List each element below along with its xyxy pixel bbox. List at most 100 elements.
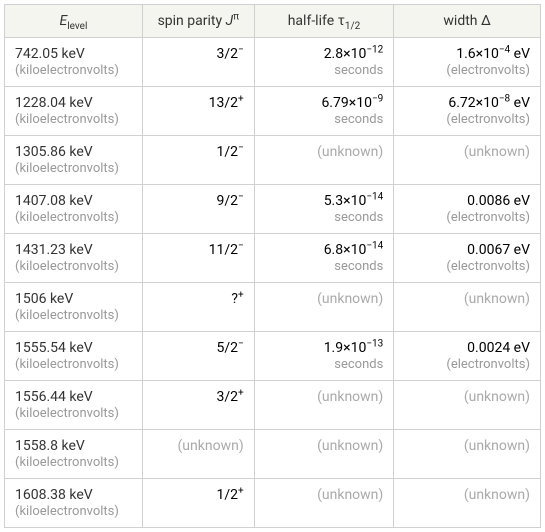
table-row: 1305.86 keV(kiloelectronvolts) 1/2− (unkno… [5,136,541,185]
halflife-value: (unknown) [317,389,383,405]
halflife-value: (unknown) [317,487,383,503]
cell-spin: 5/2− [142,332,254,381]
energy-value: 742.05 keV [15,46,85,62]
energy-unit: (kiloelectronvolts) [15,357,132,372]
cell-spin: 3/2− [142,38,254,87]
cell-spin: 9/2− [142,185,254,234]
energy-unit: (kiloelectronvolts) [15,455,132,470]
table-row: 1506 keV(kiloelectronvolts) ?+ (unknown) (u… [5,283,541,332]
halflife-value: (unknown) [317,438,383,454]
cell-width: (unknown) [394,479,541,528]
energy-value: 1556.44 keV [15,389,93,405]
spin-value: ?+ [231,291,243,307]
energy-unit: (kiloelectronvolts) [15,259,132,274]
energy-unit: (kiloelectronvolts) [15,504,132,519]
width-value: 0.0024 eV [467,340,530,356]
table-row: 1558.8 keV(kiloelectronvolts) (unknown) (u… [5,430,541,479]
table-row: 1608.38 keV(kiloelectronvolts) 1/2+ (unkno… [5,479,541,528]
halflife-unit: seconds [265,259,384,274]
spin-value: 11/2− [209,242,244,258]
width-value: 0.0067 eV [467,242,530,258]
cell-spin: (unknown) [142,430,254,479]
cell-energy: 1556.44 keV(kiloelectronvolts) [5,381,143,430]
cell-width: 0.0086 eV(electronvolts) [394,185,541,234]
cell-width: (unknown) [394,283,541,332]
spin-value: 5/2− [216,340,243,356]
width-unit: (electronvolts) [404,112,530,127]
cell-spin: 1/2+ [142,479,254,528]
cell-energy: 1506 keV(kiloelectronvolts) [5,283,143,332]
halflife-unit: seconds [265,210,384,225]
energy-unit: (kiloelectronvolts) [15,161,132,176]
table-row: 742.05 keV(kiloelectronvolts) 3/2− 2.8×10−… [5,38,541,87]
header-width: width Δ [394,5,541,38]
spin-value: 1/2+ [217,487,244,503]
cell-halflife: 6.79×10−9seconds [254,87,394,136]
table-row: 1407.08 keV(kiloelectronvolts) 9/2− 5.3×10… [5,185,541,234]
energy-value: 1305.86 keV [15,144,93,160]
table-row: 1555.54 keV(kiloelectronvolts) 5/2− 1.9×10… [5,332,541,381]
energy-value: 1558.8 keV [15,438,85,454]
width-value: (unknown) [464,389,530,405]
halflife-value: (unknown) [317,291,383,307]
cell-spin: 3/2+ [142,381,254,430]
cell-halflife: 6.8×10−14seconds [254,234,394,283]
energy-value: 1407.08 keV [15,193,93,209]
cell-energy: 742.05 keV(kiloelectronvolts) [5,38,143,87]
cell-spin: 1/2− [142,136,254,185]
cell-energy: 1558.8 keV(kiloelectronvolts) [5,430,143,479]
nuclear-levels-table: Elevel spin parity Jπ half-life τ1/2 wid… [4,4,541,528]
cell-halflife: (unknown) [254,136,394,185]
energy-value: 1555.54 keV [15,340,93,356]
halflife-value: (unknown) [317,144,383,160]
cell-energy: 1407.08 keV(kiloelectronvolts) [5,185,143,234]
halflife-unit: seconds [265,357,384,372]
width-value: (unknown) [464,144,530,160]
energy-value: 1228.04 keV [15,95,93,111]
width-value: (unknown) [464,291,530,307]
cell-halflife: (unknown) [254,283,394,332]
halflife-value: 5.3×10−14 [324,193,384,209]
table-row: 1556.44 keV(kiloelectronvolts)3/2+ (unkno… [5,381,541,430]
cell-spin: 11/2− [142,234,254,283]
spin-value: 1/2− [216,144,243,160]
cell-width: (unknown) [394,430,541,479]
table-body: 742.05 keV(kiloelectronvolts)3/2−2.8×10−… [5,38,541,528]
cell-halflife: (unknown) [254,430,394,479]
cell-halflife: (unknown) [254,479,394,528]
spin-value: (unknown) [178,438,244,454]
spin-value: 9/2− [216,193,243,209]
header-spin: spin parity Jπ [142,5,254,38]
energy-value: 1608.38 keV [15,487,93,503]
width-unit: (electronvolts) [404,210,530,225]
cell-halflife: 1.9×10−13seconds [254,332,394,381]
cell-halflife: 2.8×10−12seconds [254,38,394,87]
header-energy: Elevel [5,5,143,38]
cell-width: (unknown) [394,381,541,430]
cell-width: (unknown) [394,136,541,185]
energy-value: 1506 keV [15,291,73,307]
cell-energy: 1305.86 keV(kiloelectronvolts) [5,136,143,185]
energy-unit: (kiloelectronvolts) [15,308,132,323]
halflife-unit: seconds [265,63,384,78]
halflife-value: 6.79×10−9 [321,95,383,111]
cell-energy: 1431.23 keV(kiloelectronvolts) [5,234,143,283]
halflife-value: 6.8×10−14 [324,242,384,258]
cell-halflife: 5.3×10−14seconds [254,185,394,234]
table-row: 1431.23 keV(kiloelectronvolts) 11/2− 6.8×1… [5,234,541,283]
width-unit: (electronvolts) [404,357,530,372]
cell-halflife: (unknown) [254,381,394,430]
width-unit: (electronvolts) [404,63,530,78]
energy-unit: (kiloelectronvolts) [15,112,132,127]
header-halflife: half-life τ1/2 [254,5,394,38]
cell-energy: 1228.04 keV(kiloelectronvolts) [5,87,143,136]
cell-width: 6.72×10−8 eV(electronvolts) [394,87,541,136]
cell-width: 0.0024 eV(electronvolts) [394,332,541,381]
cell-energy: 1608.38 keV(kiloelectronvolts) [5,479,143,528]
width-value: 0.0086 eV [467,193,530,209]
width-value: (unknown) [464,438,530,454]
spin-value: 3/2− [216,46,243,62]
energy-value: 1431.23 keV [15,242,93,258]
width-value: 6.72×10−8 eV [448,95,530,111]
cell-spin: ?+ [142,283,254,332]
